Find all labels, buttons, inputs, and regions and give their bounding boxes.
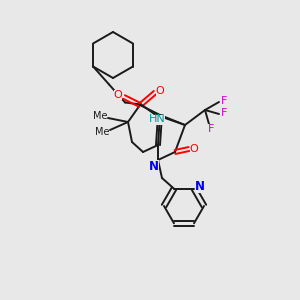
Text: F: F bbox=[221, 96, 227, 106]
Text: HN: HN bbox=[149, 115, 166, 124]
Text: N: N bbox=[149, 160, 159, 172]
Text: F: F bbox=[221, 108, 227, 118]
Text: N: N bbox=[195, 180, 205, 193]
Text: Me: Me bbox=[93, 111, 107, 121]
Text: O: O bbox=[156, 86, 164, 97]
Text: Me: Me bbox=[95, 127, 109, 137]
Text: F: F bbox=[208, 124, 214, 134]
Text: O: O bbox=[114, 90, 122, 100]
Text: O: O bbox=[190, 144, 198, 154]
